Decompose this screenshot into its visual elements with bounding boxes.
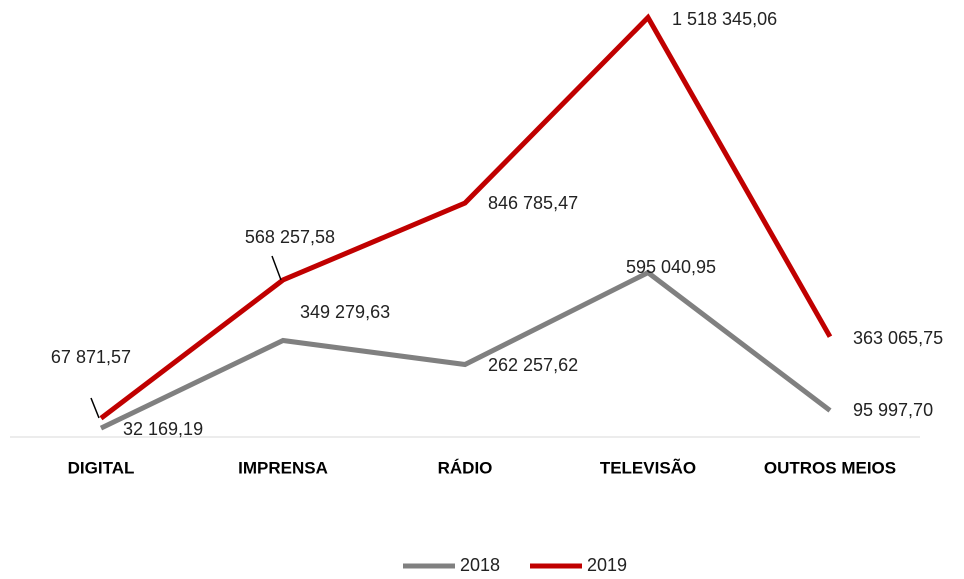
x-tick-label: IMPRENSA	[238, 458, 328, 477]
data-label: 1 518 345,06	[672, 9, 777, 29]
x-tick-label: OUTROS MEIOS	[764, 458, 896, 477]
data-label: 95 997,70	[853, 400, 933, 420]
data-label: 32 169,19	[123, 419, 203, 439]
x-tick-label: TELEVISÃO	[600, 457, 696, 477]
x-tick-label: DIGITAL	[68, 458, 135, 477]
leader-line	[271, 255, 282, 281]
x-tick-label: RÁDIO	[438, 458, 493, 477]
legend-label: 2019	[587, 555, 627, 575]
data-line	[99, 13, 833, 421]
data-label: 262 257,62	[488, 355, 578, 375]
data-line	[99, 269, 832, 431]
data-label: 349 279,63	[300, 302, 390, 322]
leader-line	[90, 397, 100, 419]
data-label: 595 040,95	[626, 257, 716, 277]
data-label: 846 785,47	[488, 193, 578, 213]
data-label: 363 065,75	[853, 328, 943, 348]
data-label: 568 257,58	[245, 227, 335, 247]
data-label: 67 871,57	[51, 347, 131, 367]
legend-label: 2018	[460, 555, 500, 575]
